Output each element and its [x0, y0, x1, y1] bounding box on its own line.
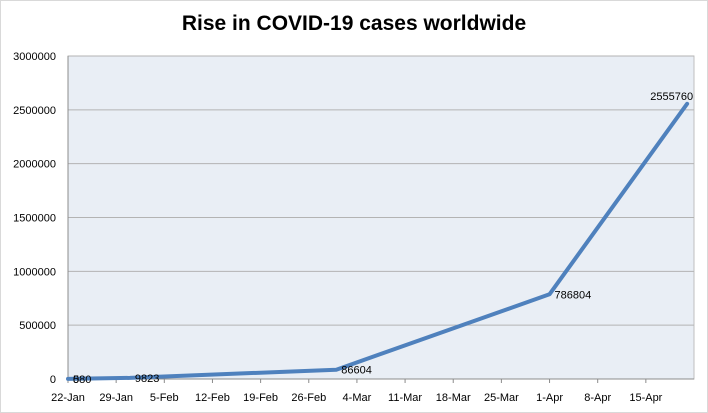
x-tick-label: 29-Jan — [99, 392, 133, 404]
y-tick-label: 1000000 — [13, 266, 56, 278]
y-tick-label: 1500000 — [13, 213, 56, 225]
x-tick-label: 25-Mar — [484, 392, 519, 404]
data-label: 0 — [73, 374, 79, 386]
x-tick-label: 11-Mar — [388, 392, 422, 404]
x-tick-label: 22-Jan — [51, 392, 85, 404]
chart-title: Rise in COVID-19 cases worldwide — [181, 12, 527, 35]
x-tick-label: 5-Feb — [150, 392, 179, 404]
x-tick-label: 12-Feb — [195, 392, 230, 404]
data-label: 2555760 — [650, 91, 693, 103]
y-tick-label: 3000000 — [13, 51, 56, 63]
x-tick-label: 4-Mar — [343, 392, 372, 404]
y-tick-label: 2500000 — [13, 105, 56, 117]
data-point — [548, 292, 552, 296]
y-tick-label: 500000 — [19, 320, 56, 332]
data-point — [334, 368, 338, 372]
plot-area: 0 500000 1000000 1500000 2000000 2500000 30000… — [13, 51, 695, 404]
data-label: 580 — [73, 374, 91, 386]
data-point — [66, 377, 70, 381]
x-tick-label: 1-Apr — [536, 392, 563, 404]
y-tick-label: 2000000 — [13, 159, 56, 171]
x-tick-label: 8-Apr — [584, 392, 611, 404]
data-label: 86604 — [341, 365, 372, 377]
x-tick-label: 19-Feb — [243, 392, 278, 404]
x-tick-label: 15-Apr — [629, 392, 662, 404]
data-label: 9823 — [135, 373, 159, 385]
y-tick-label: 0 — [50, 374, 56, 386]
data-label: 786804 — [555, 289, 592, 301]
x-tick-label: 26-Feb — [291, 392, 326, 404]
data-point — [128, 376, 132, 380]
x-tick-label: 18-Mar — [436, 392, 471, 404]
data-point — [685, 102, 689, 106]
